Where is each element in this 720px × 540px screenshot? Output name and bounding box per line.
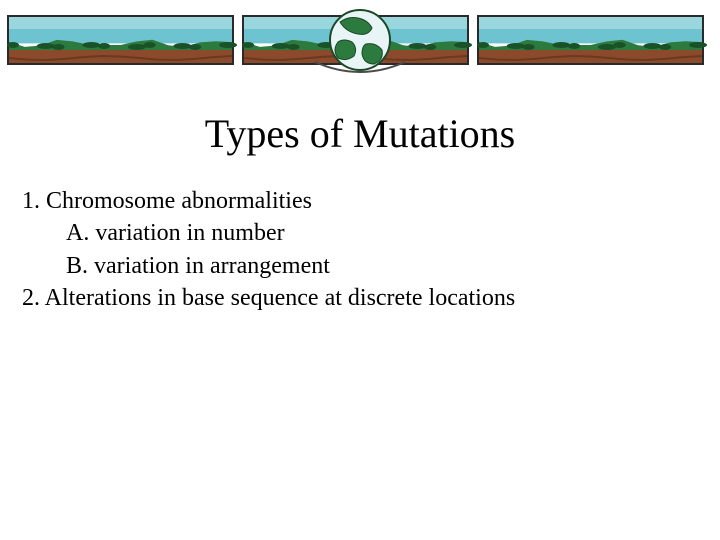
page-title: Types of Mutations [0,110,720,157]
outline-line: 1. Chromosome abnormalities [22,185,698,217]
outline-line: A. variation in number [22,217,698,249]
outline-line: 2. Alterations in base sequence at discr… [22,282,698,314]
content-area: 1. Chromosome abnormalities A. variation… [0,185,720,315]
decorative-banner [0,0,720,80]
banner-svg [0,0,720,80]
outline-line: B. variation in arrangement [22,250,698,282]
